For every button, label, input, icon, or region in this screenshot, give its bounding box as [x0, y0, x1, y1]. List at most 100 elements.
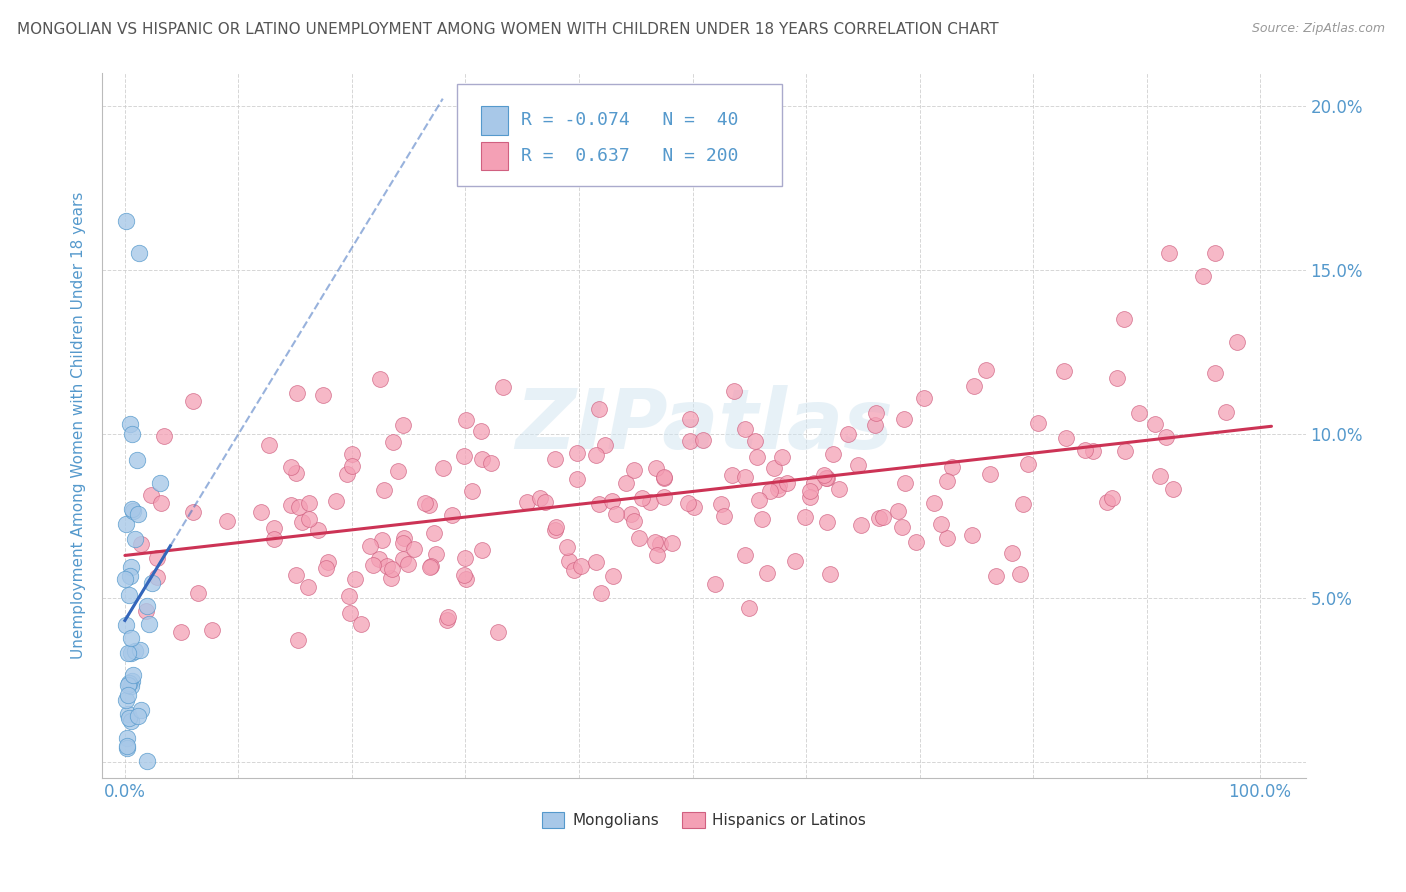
Point — [1226, 334, 1249, 349]
Point — [602, 568, 624, 582]
Point — [432, 461, 454, 475]
Point — [962, 379, 984, 393]
Point — [588, 401, 610, 416]
Point — [336, 467, 359, 482]
Point — [544, 452, 567, 467]
Point — [120, 714, 142, 728]
Point — [914, 392, 936, 406]
Point — [661, 536, 683, 550]
Point — [558, 554, 581, 568]
Point — [1161, 483, 1184, 497]
Point — [745, 450, 768, 464]
Point — [325, 494, 347, 508]
Point — [748, 492, 770, 507]
Point — [1128, 405, 1150, 419]
Point — [1204, 246, 1226, 260]
Legend: Mongolians, Hispanics or Latinos: Mongolians, Hispanics or Latinos — [536, 805, 872, 834]
Point — [692, 434, 714, 448]
Text: MONGOLIAN VS HISPANIC OR LATINO UNEMPLOYMENT AMONG WOMEN WITH CHILDREN UNDER 18 : MONGOLIAN VS HISPANIC OR LATINO UNEMPLOY… — [17, 22, 998, 37]
Point — [117, 678, 139, 692]
Point — [359, 539, 381, 553]
Point — [893, 411, 915, 425]
Point — [117, 689, 139, 703]
Point — [652, 470, 675, 484]
Point — [436, 610, 458, 624]
Point — [1204, 366, 1226, 380]
Point — [744, 434, 766, 448]
Point — [114, 213, 136, 227]
Point — [114, 572, 136, 586]
Point — [454, 551, 477, 566]
Point — [614, 475, 637, 490]
Point — [287, 385, 309, 400]
Point — [620, 507, 643, 521]
Point — [768, 478, 790, 492]
Point — [565, 472, 588, 486]
Point — [315, 561, 337, 575]
Point — [121, 426, 143, 441]
Point — [146, 551, 169, 566]
Point — [387, 464, 409, 478]
Point — [891, 520, 914, 534]
Point — [868, 511, 890, 525]
Point — [569, 558, 592, 573]
Point — [931, 516, 953, 531]
Point — [135, 604, 157, 618]
Point — [118, 676, 141, 690]
Point — [139, 488, 162, 502]
Y-axis label: Unemployment Among Women with Children Under 18 years: Unemployment Among Women with Children U… — [72, 192, 86, 659]
Point — [799, 490, 821, 504]
Point — [738, 600, 761, 615]
Point — [263, 521, 285, 535]
Point — [751, 512, 773, 526]
Point — [120, 647, 142, 661]
Point — [678, 434, 700, 448]
Point — [381, 434, 404, 449]
Point — [1010, 566, 1032, 581]
Point — [623, 514, 645, 528]
Point — [470, 424, 492, 438]
Point — [713, 508, 735, 523]
Point — [678, 496, 700, 510]
Point — [394, 531, 416, 545]
Point — [280, 460, 302, 475]
Point — [187, 586, 209, 600]
Point — [734, 469, 756, 483]
Point — [298, 512, 321, 526]
Point — [404, 542, 426, 557]
Point — [141, 575, 163, 590]
Point — [343, 573, 366, 587]
Point — [1114, 444, 1136, 458]
Point — [117, 740, 139, 755]
Point — [121, 667, 143, 681]
Point — [115, 693, 138, 707]
Point — [710, 497, 733, 511]
Point — [114, 516, 136, 531]
Point — [453, 449, 475, 463]
Point — [720, 468, 742, 483]
Point — [828, 482, 851, 496]
Point — [593, 438, 616, 452]
Point — [114, 617, 136, 632]
Point — [585, 555, 607, 569]
Point — [297, 580, 319, 594]
Point — [217, 514, 239, 528]
Point — [135, 755, 157, 769]
Point — [453, 568, 475, 582]
Point — [837, 427, 859, 442]
Point — [135, 599, 157, 614]
Point — [533, 495, 555, 509]
Point — [440, 508, 463, 522]
Point — [815, 471, 838, 485]
Point — [734, 549, 756, 563]
Point — [605, 507, 627, 521]
Point — [1017, 457, 1039, 471]
Point — [170, 625, 193, 640]
Point — [479, 456, 502, 470]
Text: ZIPatlas: ZIPatlas — [515, 385, 893, 467]
Point — [1001, 546, 1024, 560]
Point — [638, 494, 661, 508]
Point — [148, 475, 170, 490]
Point — [456, 572, 478, 586]
Point — [679, 411, 702, 425]
